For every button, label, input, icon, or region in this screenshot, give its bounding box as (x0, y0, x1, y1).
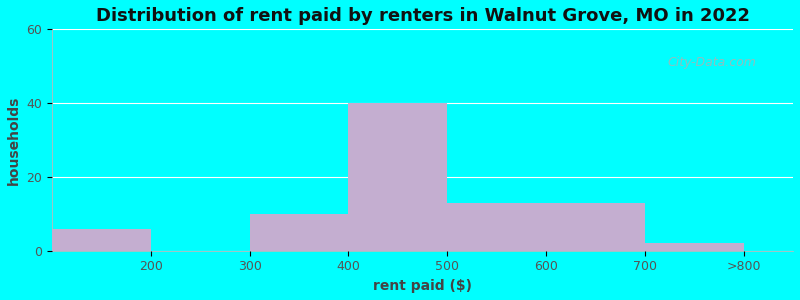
Bar (349, 103, 447, 251)
Bar (645, 243, 744, 251)
Y-axis label: households: households (7, 95, 21, 185)
Title: Distribution of rent paid by renters in Walnut Grove, MO in 2022: Distribution of rent paid by renters in … (95, 7, 750, 25)
Bar (447, 203, 546, 251)
Text: City-Data.com: City-Data.com (667, 56, 756, 69)
Bar (250, 214, 349, 251)
Bar (52, 229, 151, 251)
Bar (546, 203, 645, 251)
X-axis label: rent paid ($): rent paid ($) (373, 279, 472, 293)
